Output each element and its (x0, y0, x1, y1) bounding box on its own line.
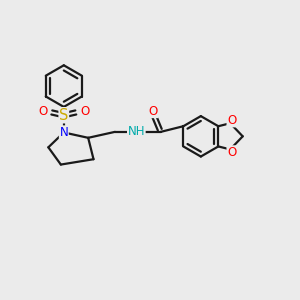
Text: NH: NH (128, 125, 145, 138)
Text: S: S (59, 108, 68, 123)
Text: O: O (80, 105, 89, 118)
Text: O: O (227, 146, 236, 159)
Text: O: O (38, 105, 48, 118)
Text: O: O (227, 114, 236, 127)
Text: O: O (148, 105, 158, 118)
Text: N: N (59, 126, 68, 139)
